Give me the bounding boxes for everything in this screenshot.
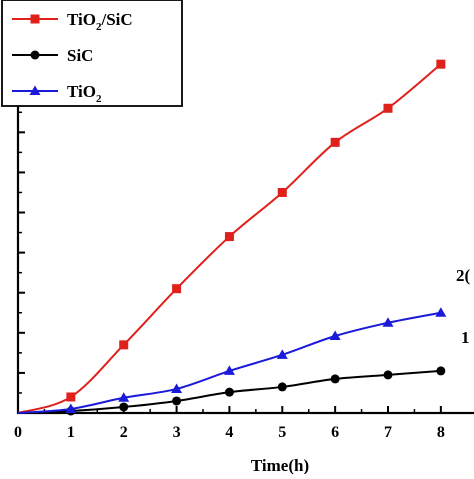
legend-label-0: TiO2/SiC [67,10,133,33]
plot-frame [16,0,474,415]
legend-label-1: SiC [67,46,93,65]
x-tick-label-8: 8 [437,424,445,441]
series-line-2 [17,311,442,414]
annotation-label-1: 2( [456,266,471,285]
x-tick-label-4: 4 [225,424,233,441]
legend-marker-2 [29,85,41,95]
series-2 [17,307,447,414]
data-point-2-2 [118,392,130,402]
legend-item-2: TiO2 [12,82,102,105]
data-point-2-6 [329,330,341,341]
x-axis-label: Time(h) [251,456,309,474]
data-point-0-5 [277,187,287,197]
legend: TiO2/SiC SiC TiO2 [1,0,183,107]
data-point-2-1 [65,403,77,413]
annotation-label-2: 1 [461,328,470,347]
data-point-0-4 [224,232,234,242]
data-point-0-7 [383,103,393,113]
data-point-1-3 [172,396,182,406]
data-point-1-2 [119,402,129,412]
x-tick-label-1: 1 [67,424,75,441]
legend-marker-1 [30,50,40,60]
x-tick-label-7: 7 [384,424,392,441]
data-point-2-8 [435,307,447,317]
data-point-1-4 [224,387,234,397]
data-point-2-4 [223,365,235,375]
x-tick-label-6: 6 [331,424,339,441]
x-tick-label-3: 3 [173,424,181,441]
data-point-0-3 [172,284,182,294]
data-point-1-5 [277,382,287,392]
data-point-2-5 [276,349,288,359]
data-point-0-6 [330,137,340,147]
data-point-0-1 [66,392,76,402]
legend-label-2: TiO2 [67,82,102,105]
data-point-1-6 [330,374,340,384]
x-tick-label-2: 2 [120,424,128,441]
data-point-2-7 [382,317,394,327]
legend-item-1: SiC [12,46,93,65]
x-tick-label-5: 5 [278,424,286,441]
series-0 [17,59,446,414]
series-1 [17,366,446,416]
series-layer [17,59,447,416]
data-point-1-8 [436,366,446,376]
data-point-0-8 [436,59,446,69]
data-point-0-2 [119,340,129,350]
data-point-2-3 [171,383,183,393]
data-point-1-7 [383,370,393,380]
legend-marker-0 [30,14,40,24]
legend-item-0: TiO2/SiC [12,10,133,33]
x-tick-label-0: 0 [14,424,22,441]
